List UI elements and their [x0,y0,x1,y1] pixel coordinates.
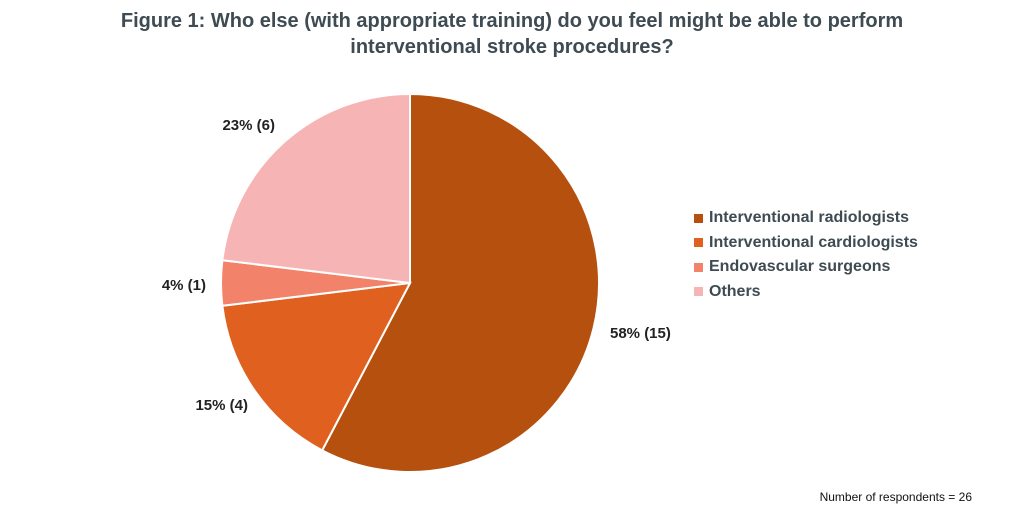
data-label-others: 23% (6) [222,117,275,134]
data-label-interventional-radiologists: 58% (15) [610,325,671,342]
legend-label: Endovascular surgeons [709,258,891,276]
legend-swatch [694,262,703,272]
legend: Interventional radiologists Interventiona… [694,206,918,304]
pie-slice-interventional-radiologists [320,92,600,473]
data-label-endovascular-surgeons: 4% (1) [162,277,206,294]
legend-swatch [694,213,703,223]
legend-item-endovascular-surgeons: Endovascular surgeons [694,255,918,280]
respondents-footnote: Number of respondents = 26 [819,490,972,504]
legend-item-interventional-cardiologists: Interventional cardiologists [694,231,918,256]
legend-label: Interventional cardiologists [709,233,918,251]
pie-slice-interventional-cardiologists [221,281,412,452]
legend-label: Others [709,282,761,300]
legend-swatch [694,238,703,248]
data-label-interventional-cardiologists: 15% (4) [195,397,248,414]
legend-item-others: Others [694,280,918,305]
legend-swatch [694,287,703,297]
pie-slice-others [221,92,411,285]
legend-label: Interventional radiologists [709,209,910,227]
legend-item-interventional-radiologists: Interventional radiologists [694,206,918,231]
chart-title: Figure 1: Who else (with appropriate tra… [120,10,904,58]
